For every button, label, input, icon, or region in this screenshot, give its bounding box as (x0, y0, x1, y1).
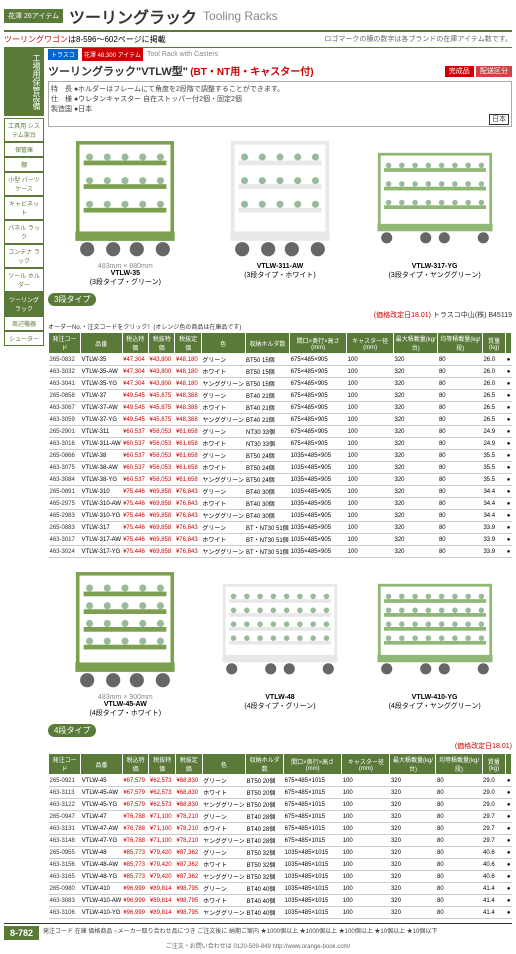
sidebar-category[interactable]: 小型 パーツケース (4, 172, 44, 196)
table-row: 463-3059VTLW-37-YG¥49,545¥45,875¥48,388ヤ… (49, 414, 512, 426)
product-image: VTLW-48(4段タイプ・グリーン) (215, 562, 345, 718)
product-title: ツーリングラック"VTLW型" (48, 66, 188, 78)
sidebar-category[interactable]: パネル ラック (4, 220, 44, 244)
stock-count-badge: 花澤 48,300 アイテム (82, 48, 143, 61)
product-subtitle: (BT・NT用・キャスター付) (190, 67, 313, 78)
table-row: 463-3024VTLW-317-YG¥75,446¥69,858¥76,843… (49, 546, 512, 558)
table-row: 463-3156VTLW-48-AW¥85,773¥79,420¥87,362ホ… (49, 859, 512, 871)
table-row: 463-3032VTLW-35-AW¥47,304¥43,800¥48,180ホ… (49, 366, 512, 378)
table-row: 463-3165VTLW-48-YG¥85,773¥79,420¥87,362ヤ… (49, 871, 512, 883)
table-row: 463-3041VTLW-35-YG¥47,304¥43,800¥48,180ヤ… (49, 378, 512, 390)
table-row: 265-0980VTLW-410¥96,999¥89,814¥98,795グリー… (49, 883, 512, 895)
sidebar-category[interactable]: 周辺機器 (4, 316, 44, 331)
tool-rack-en: Tool Rack with Casters (147, 51, 218, 58)
table-row: 463-3113VTLW-45-AW¥67,579¥62,573¥68,830ホ… (49, 787, 512, 799)
page-number: 8-782 (4, 926, 39, 940)
table-row: 463-3106VTLW-410-YG¥96,999¥89,814¥98,795… (49, 907, 512, 919)
sidebar-category[interactable]: 工具用 システム架台 (4, 118, 44, 142)
table-row: 463-3084VTLW-38-YG¥60,537¥56,053¥61,658ヤ… (49, 474, 512, 486)
product-images-3tier: 483mm × 880mmVTLW-35(3段タイプ・グリーン) VTLW-31… (48, 131, 512, 287)
table-row: 463-3122VTLW-45-YG¥67,579¥62,573¥68,830ヤ… (49, 799, 512, 811)
sidebar-category[interactable]: 保管庫 (4, 142, 44, 157)
table-row: 465-2975VTLW-310-AW¥75,446¥69,858¥76,843… (49, 498, 512, 510)
sidebar-main-tab: 工場用保管設備 (4, 48, 44, 116)
sidebar-category[interactable]: コンテナ ラック (4, 244, 44, 268)
category-title-jp: ツーリングラック (69, 4, 197, 28)
table-row: 463-3017VTLW-317-AW¥75,446¥69,858¥76,843… (49, 534, 512, 546)
spec-table-3tier: 発注コード品番税込特価税抜特価税抜定価色収納ホルダ数間口×奥行×高さ(mm)キャ… (48, 332, 512, 558)
category-title-en: Tooling Racks (203, 9, 278, 23)
table-row: 265-0832VTLW-35¥47,304¥43,800¥48,180グリーン… (49, 354, 512, 366)
sidebar-category[interactable]: キャビネット (4, 196, 44, 220)
spec-table-4tier: 発注コード品番税込特価税抜特価税抜定価色収納ホルダ数間口×奥行×高さ(mm)キャ… (48, 753, 512, 919)
wagon-link: ツーリングワゴン (4, 35, 68, 44)
complete-badge: 完成品 (445, 66, 474, 77)
product-image: VTLW-311-AW(3段タイプ・ホワイト) (215, 131, 345, 287)
table-row: 463-3131VTLW-47-AW¥76,788¥71,100¥78,210ホ… (49, 823, 512, 835)
delivery-badge: 配送区分 (476, 66, 512, 77)
table-row: 265-0921VTLW-45¥67,579¥62,573¥68,830グリーン… (49, 775, 512, 787)
table-row: 265-0858VTLW-37¥49,545¥45,875¥48,388グリーン… (49, 390, 512, 402)
page-header: 花澤 26アイテム ツーリングラック Tooling Racks (4, 4, 512, 28)
item-count-badge: 花澤 26アイテム (4, 9, 63, 23)
table-row: 265-0891VTLW-310¥75,446¥69,858¥76,843グリー… (49, 486, 512, 498)
spec-box: 特 長 ●ホルダーはフレームにて角度を2段階で調整することができます。 仕 様 … (48, 81, 512, 127)
table-row: 463-3075VTLW-38-AW¥60,537¥56,053¥61,658ホ… (49, 462, 512, 474)
product-header: トラスコ 花澤 48,300 アイテム Tool Rack with Caste… (48, 48, 512, 61)
product-image: VTLW-317-YG(3段タイプ・ヤンググリーン) (370, 131, 500, 287)
footer-legend: 発注コード 在庫 価格商品 ○メーカー取り合わせ品につき ご注文後に 納期ご案内… (39, 926, 512, 940)
logo-note: ロゴマークの横の数字は各ブランドの在庫アイテム数です。 (324, 34, 512, 45)
product-image: 483mm × 900mmVTLW-45-AW(4段タイプ・ホワイト) (60, 562, 190, 718)
sidebar-category[interactable]: 棚 (4, 157, 44, 172)
sidebar-category[interactable]: ツール ホルダー (4, 268, 44, 292)
product-images-4tier: 483mm × 900mmVTLW-45-AW(4段タイプ・ホワイト) VTLW… (48, 562, 512, 718)
type-3-badge: 3段タイプ (48, 293, 96, 306)
table-row: 265-0955VTLW-48¥85,773¥79,420¥87,362グリーン… (49, 847, 512, 859)
category-sidebar: 工場用保管設備 工具用 システム架台保管庫棚小型 パーツケースキャビネットパネル… (4, 48, 44, 919)
origin-badge: 日本 (489, 114, 509, 125)
table-row: 463-3067VTLW-37-AW¥49,545¥45,875¥48,388ホ… (49, 402, 512, 414)
table-row: 463-3148VTLW-47-YG¥76,788¥71,100¥78,210ヤ… (49, 835, 512, 847)
table-row: 265-0947VTLW-47¥76,788¥71,100¥78,210グリーン… (49, 811, 512, 823)
table-row: 465-2983VTLW-310-YG¥75,446¥69,858¥76,843… (49, 510, 512, 522)
table-row: 265-2901VTLW-311¥60,537¥56,053¥61,658グリー… (49, 426, 512, 438)
table-row: 265-0883VTLW-317¥75,446¥69,858¥76,843グリー… (49, 522, 512, 534)
type-4-badge: 4段タイプ (48, 724, 96, 737)
table-note: オーダーNo.・注文コードをクリック！(オレンジ色の商品は在庫品です) (48, 322, 512, 331)
subtitle-bar: ツーリングワゴンは8-596～602ページに掲載 ロゴマークの横の数字は各ブラン… (4, 30, 512, 48)
table-row: 265-0866VTLW-38¥60,537¥56,053¥61,658グリーン… (49, 450, 512, 462)
table-row: 463-3016VTLW-311-AW¥60,537¥56,053¥61,658… (49, 438, 512, 450)
sidebar-category[interactable]: シューター (4, 331, 44, 346)
trusco-badge: トラスコ (48, 49, 78, 60)
product-image: 483mm × 880mmVTLW-35(3段タイプ・グリーン) (60, 131, 190, 287)
sidebar-category[interactable]: ツーリング ラック (4, 292, 44, 316)
product-image: VTLW-410-YG(4段タイプ・ヤンググリーン) (370, 562, 500, 718)
page-footer: 8-782 発注コード 在庫 価格商品 ○メーカー取り合わせ品につき ご注文後に… (4, 923, 512, 940)
table-row: 463-3083VTLW-410-AW¥96,999¥89,814¥98,795… (49, 895, 512, 907)
